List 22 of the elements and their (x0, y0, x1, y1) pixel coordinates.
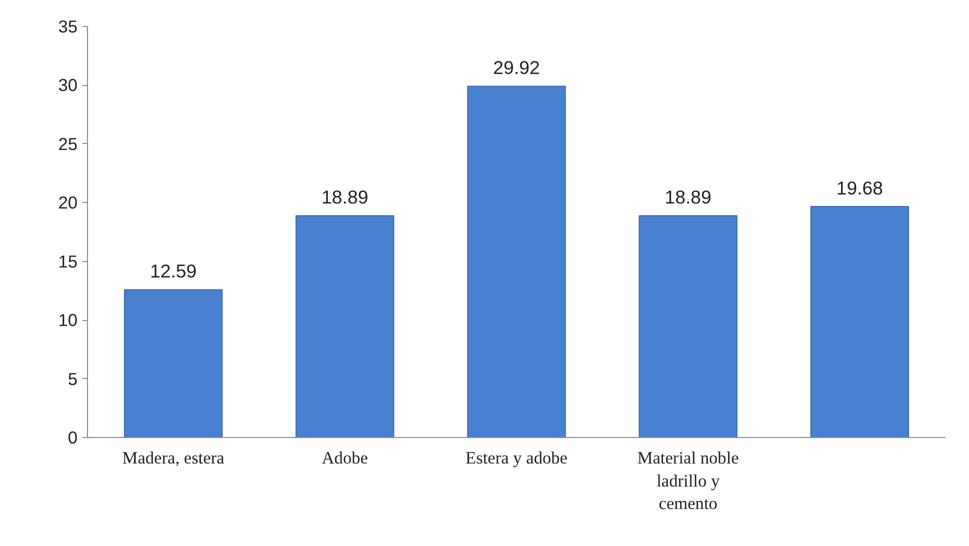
y-tick-label: 10 (58, 310, 78, 330)
y-tick-label: 25 (58, 134, 78, 154)
x-tick-label: Estera y adobe (466, 448, 568, 468)
data-label: 18.89 (664, 186, 712, 208)
x-tick-label: Madera, estera (122, 448, 225, 468)
y-tick-label: 0 (68, 428, 78, 448)
y-tick-label: 15 (58, 251, 78, 272)
y-tick-label: 5 (68, 368, 78, 389)
bar (810, 206, 910, 438)
bar (124, 289, 223, 438)
bar (296, 215, 394, 438)
data-label: 29.92 (493, 57, 540, 78)
bar (638, 215, 738, 438)
y-tick-label: 30 (58, 75, 78, 96)
data-label: 18.89 (322, 186, 368, 208)
y-tick-label: 35 (58, 16, 78, 36)
data-label: 19.68 (836, 177, 884, 198)
y-tick-label: 20 (58, 192, 78, 213)
data-label: 12.59 (150, 260, 197, 282)
x-tick-label: Material noble ladrillo y cemento (637, 448, 740, 514)
x-tick-label: Adobe (322, 448, 368, 468)
bar (467, 86, 566, 438)
